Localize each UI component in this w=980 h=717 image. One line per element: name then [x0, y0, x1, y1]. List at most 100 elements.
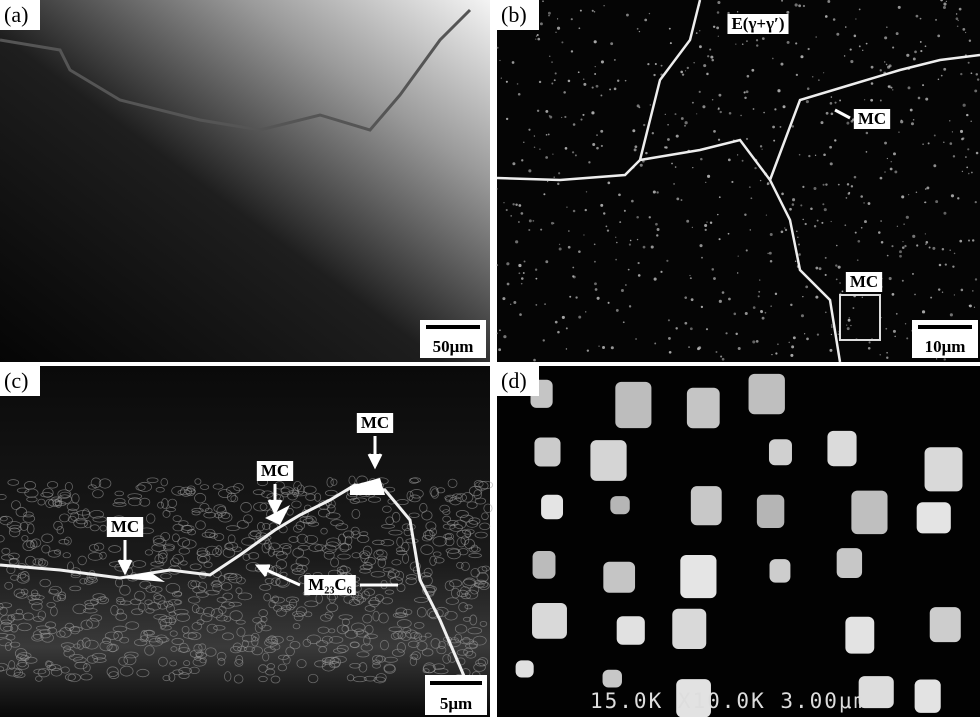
precipitate — [868, 202, 871, 205]
precipitate — [728, 298, 731, 301]
precipitate — [960, 73, 962, 75]
precipitate — [826, 112, 829, 115]
precipitate — [886, 357, 888, 359]
precipitate — [965, 32, 966, 33]
precipitate — [823, 72, 824, 73]
precipitate — [892, 293, 895, 296]
gamma-prime — [534, 438, 560, 467]
precipitate — [555, 72, 557, 74]
precipitate — [950, 313, 953, 316]
precipitate — [628, 269, 630, 271]
precipitate — [899, 250, 902, 253]
gamma-prime — [603, 562, 635, 593]
precipitate — [669, 351, 672, 354]
precipitate — [845, 26, 847, 28]
precipitate — [763, 112, 765, 114]
precipitate — [568, 230, 570, 232]
precipitate — [871, 82, 874, 85]
precipitate — [521, 212, 524, 215]
precipitate — [637, 104, 640, 107]
precipitate — [518, 93, 521, 96]
precipitate — [831, 221, 832, 222]
precipitate — [825, 312, 827, 314]
gamma-prime — [770, 559, 791, 582]
precipitate — [822, 203, 824, 205]
precipitate — [592, 143, 595, 146]
precipitate — [630, 240, 632, 242]
precipitate — [571, 50, 573, 52]
precipitate — [660, 271, 662, 273]
precipitate — [621, 289, 624, 292]
precipitate — [690, 327, 693, 330]
precipitate — [569, 296, 571, 298]
precipitate — [720, 111, 722, 113]
precipitate — [963, 104, 966, 107]
precipitate — [515, 204, 517, 206]
precipitate — [880, 100, 882, 102]
precipitate — [943, 141, 945, 143]
precipitate — [596, 147, 599, 150]
precipitate — [546, 134, 548, 136]
gamma-prime — [532, 603, 567, 639]
precipitate — [767, 253, 768, 254]
precipitate — [971, 72, 973, 74]
precipitate — [713, 277, 716, 280]
precipitate — [932, 247, 935, 250]
precipitate — [510, 215, 512, 217]
precipitate — [823, 153, 826, 156]
panel-c: (c) 5μm — [0, 366, 493, 717]
precipitate — [731, 181, 733, 183]
precipitate — [535, 304, 537, 306]
precipitate — [884, 142, 887, 145]
precipitate — [790, 354, 793, 357]
precipitate — [499, 329, 501, 331]
precipitate — [568, 246, 571, 249]
gamma-prime — [769, 439, 792, 465]
precipitate — [554, 177, 555, 178]
precipitate — [592, 87, 594, 89]
precipitate — [713, 130, 716, 133]
precipitate — [744, 91, 746, 93]
precipitate — [848, 193, 850, 195]
precipitate — [545, 110, 548, 113]
precipitate — [728, 233, 730, 235]
precipitate — [539, 148, 540, 149]
precipitate — [718, 108, 720, 110]
precipitate — [805, 223, 807, 225]
precipitate — [866, 132, 869, 135]
precipitate — [950, 142, 953, 145]
precipitate — [925, 243, 927, 245]
precipitate — [557, 183, 559, 185]
precipitate — [954, 253, 956, 255]
precipitate — [521, 277, 524, 280]
precipitate — [616, 242, 618, 244]
precipitate — [606, 226, 608, 228]
precipitate — [602, 346, 605, 349]
precipitate — [924, 202, 926, 204]
precipitate — [766, 215, 767, 216]
precipitate — [903, 223, 904, 224]
precipitate — [836, 278, 838, 280]
gamma-prime — [917, 502, 951, 533]
gamma-prime — [691, 486, 722, 525]
precipitate — [894, 336, 896, 338]
precipitate — [573, 276, 576, 279]
precipitate — [707, 55, 709, 57]
precipitate — [551, 83, 553, 85]
precipitate — [922, 143, 924, 145]
precipitate — [910, 109, 913, 112]
precipitate — [949, 250, 950, 251]
precipitate — [719, 238, 721, 240]
precipitate — [781, 193, 784, 196]
precipitate — [544, 303, 546, 305]
precipitate — [647, 63, 649, 65]
precipitate — [780, 63, 783, 66]
precipitate — [848, 319, 851, 322]
precipitate — [810, 208, 813, 211]
precipitate — [855, 18, 856, 19]
precipitate — [916, 244, 918, 246]
gamma-prime — [851, 491, 887, 535]
precipitate — [742, 43, 744, 45]
precipitate — [905, 323, 906, 324]
precipitate — [880, 220, 882, 222]
